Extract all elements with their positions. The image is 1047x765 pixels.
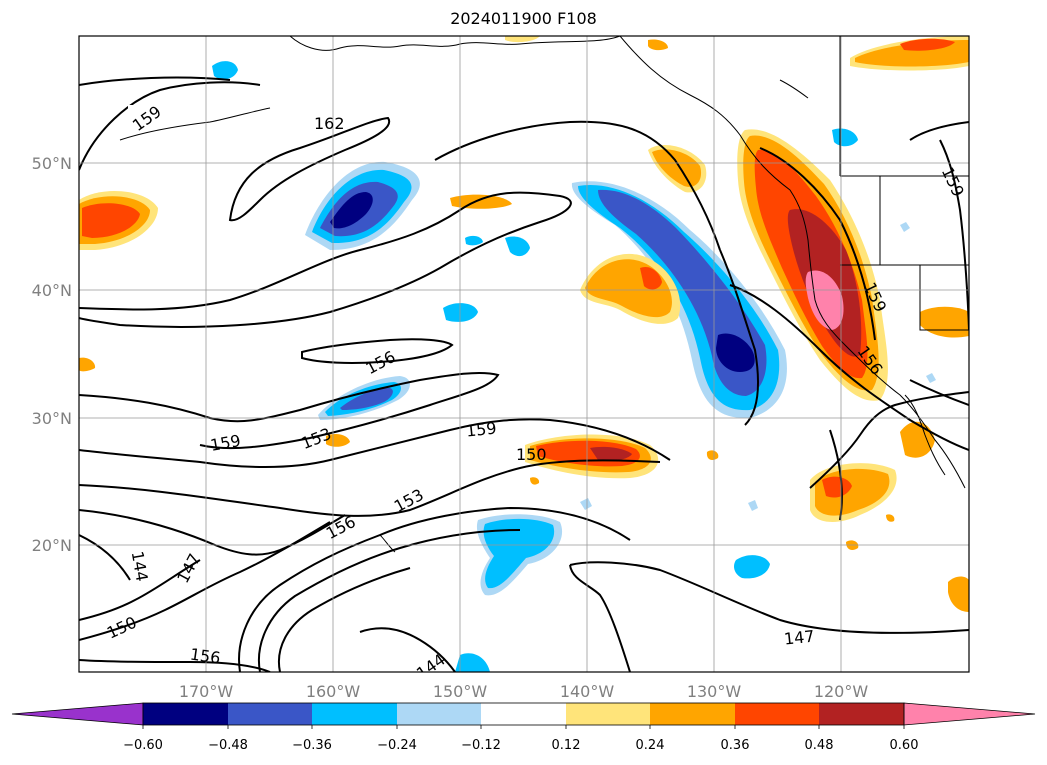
colorbar-tick: −0.36 <box>292 738 332 753</box>
contour-label: 162 <box>314 114 345 133</box>
lon-label-130w: 130°W <box>687 682 742 701</box>
colorbar-extend-high <box>903 702 1036 726</box>
colorbar-tick: 0.12 <box>552 738 581 753</box>
lon-label-120w: 120°W <box>814 682 869 701</box>
colorbar-segment <box>481 703 566 725</box>
lon-label-140w: 140°W <box>560 682 615 701</box>
colorbar-segment <box>566 703 650 725</box>
colorbar: −0.60 −0.48 −0.36 −0.24 −0.12 0.12 0.24 … <box>11 702 1036 753</box>
colorbar-extend-low <box>11 702 144 726</box>
map-grid <box>79 36 969 672</box>
lat-label-20n: 20°N <box>32 536 72 555</box>
contour-label: 150 <box>516 445 547 464</box>
coastlines <box>119 36 969 553</box>
colorbar-segment <box>143 703 228 725</box>
colorbar-segment <box>312 703 397 725</box>
colorbar-segment <box>228 703 312 725</box>
lon-label-160w: 160°W <box>306 682 361 701</box>
contour-label: 147 <box>783 627 815 649</box>
colorbar-segment <box>397 703 481 725</box>
colorbar-tick: 0.24 <box>636 738 665 753</box>
contour-label: 159 <box>465 419 497 441</box>
lat-label-50n: 50°N <box>32 154 72 173</box>
height-contours <box>79 76 969 672</box>
map-panel: 159 162 156 159 153 159 150 153 156 144 … <box>79 36 969 672</box>
lon-label-170w: 170°W <box>179 682 234 701</box>
colorbar-tick: −0.48 <box>208 738 248 753</box>
colorbar-segment <box>650 703 735 725</box>
colorbar-tick: 0.48 <box>805 738 834 753</box>
positive-anomaly-fills <box>79 36 969 612</box>
lat-label-40n: 40°N <box>32 281 72 300</box>
colorbar-segment <box>819 703 904 725</box>
colorbar-tick: −0.60 <box>123 738 163 753</box>
colorbar-tick: −0.24 <box>377 738 417 753</box>
lat-label-30n: 30°N <box>32 409 72 428</box>
colorbar-tick: 0.36 <box>721 738 750 753</box>
colorbar-tick: 0.60 <box>890 738 919 753</box>
colorbar-segment <box>735 703 819 725</box>
longitude-labels: 170°W 160°W 150°W 140°W 130°W 120°W <box>179 682 869 701</box>
contour-label: 156 <box>189 645 222 668</box>
map-title: 2024011900 F108 <box>450 9 597 28</box>
latitude-labels: 20°N 30°N 40°N 50°N <box>32 154 72 555</box>
lon-label-150w: 150°W <box>433 682 488 701</box>
colorbar-tick: −0.12 <box>461 738 501 753</box>
map-frame <box>78 35 970 673</box>
